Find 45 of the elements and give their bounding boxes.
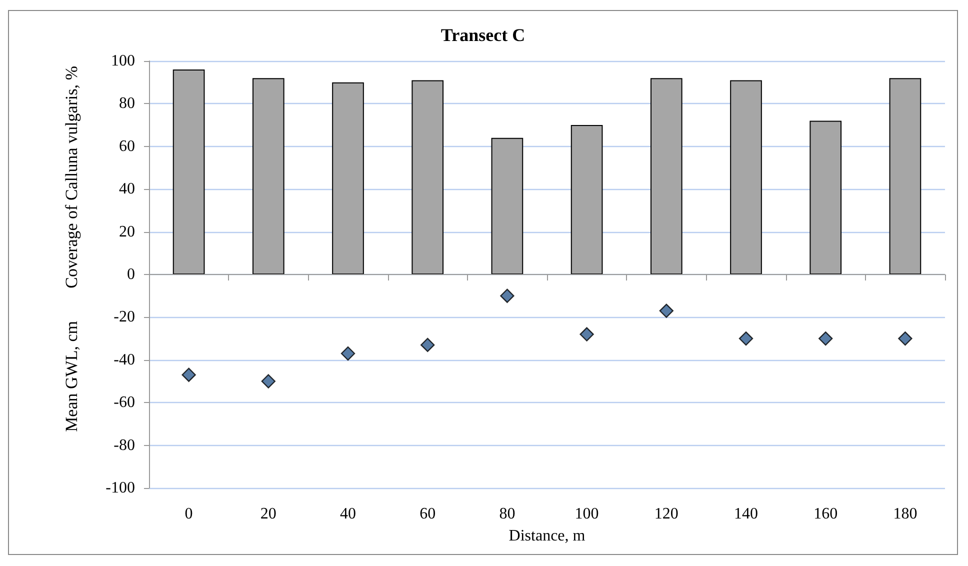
x-tick-label: 160 xyxy=(814,506,838,522)
bar xyxy=(810,120,842,274)
point xyxy=(420,338,435,352)
point xyxy=(898,331,912,346)
x-tick-label: 40 xyxy=(340,506,356,522)
point xyxy=(182,368,196,382)
x-axis-title: Distance, m xyxy=(508,528,586,544)
y-tick-label: 0 xyxy=(127,266,135,283)
x-tick-label: 100 xyxy=(574,506,599,522)
x-tick-label: 140 xyxy=(734,506,758,522)
bar xyxy=(172,70,205,274)
x-tick-label: 120 xyxy=(654,506,678,522)
bar xyxy=(730,80,762,274)
y-tick-label: -20 xyxy=(114,308,135,326)
point xyxy=(261,374,276,388)
bar xyxy=(570,125,603,274)
bar xyxy=(491,138,524,274)
y-tick-label: 100 xyxy=(111,52,135,70)
chart-title: Transect C xyxy=(440,25,526,45)
y-tick-label: 60 xyxy=(119,138,135,155)
bar xyxy=(650,78,682,274)
y-tick-label: -100 xyxy=(106,480,135,496)
y-tick-label: 40 xyxy=(119,180,135,198)
x-tick-label: 80 xyxy=(499,506,516,522)
x-tick-label: 20 xyxy=(260,506,276,522)
point xyxy=(340,346,356,361)
bar xyxy=(252,78,284,274)
bar xyxy=(889,78,922,274)
y-axis-title: Coverage of Calluna vulgaris, % xyxy=(62,66,81,288)
point xyxy=(738,331,754,346)
x-tick-label: 180 xyxy=(893,506,918,522)
y-tick-label: -60 xyxy=(114,394,135,412)
y-tick-label: -40 xyxy=(114,351,135,368)
point xyxy=(659,304,674,318)
y-tick-label: 20 xyxy=(119,223,135,240)
y-tick-label: 80 xyxy=(119,95,135,112)
text: Mean GWL, cm xyxy=(62,320,81,432)
y-tick-label: -80 xyxy=(114,436,135,454)
point xyxy=(818,331,833,346)
bar xyxy=(332,82,364,274)
point xyxy=(580,327,594,342)
point xyxy=(500,288,514,303)
bar xyxy=(412,80,444,274)
x-tick-label: 60 xyxy=(420,506,436,522)
x-tick-label: 0 xyxy=(184,506,193,522)
